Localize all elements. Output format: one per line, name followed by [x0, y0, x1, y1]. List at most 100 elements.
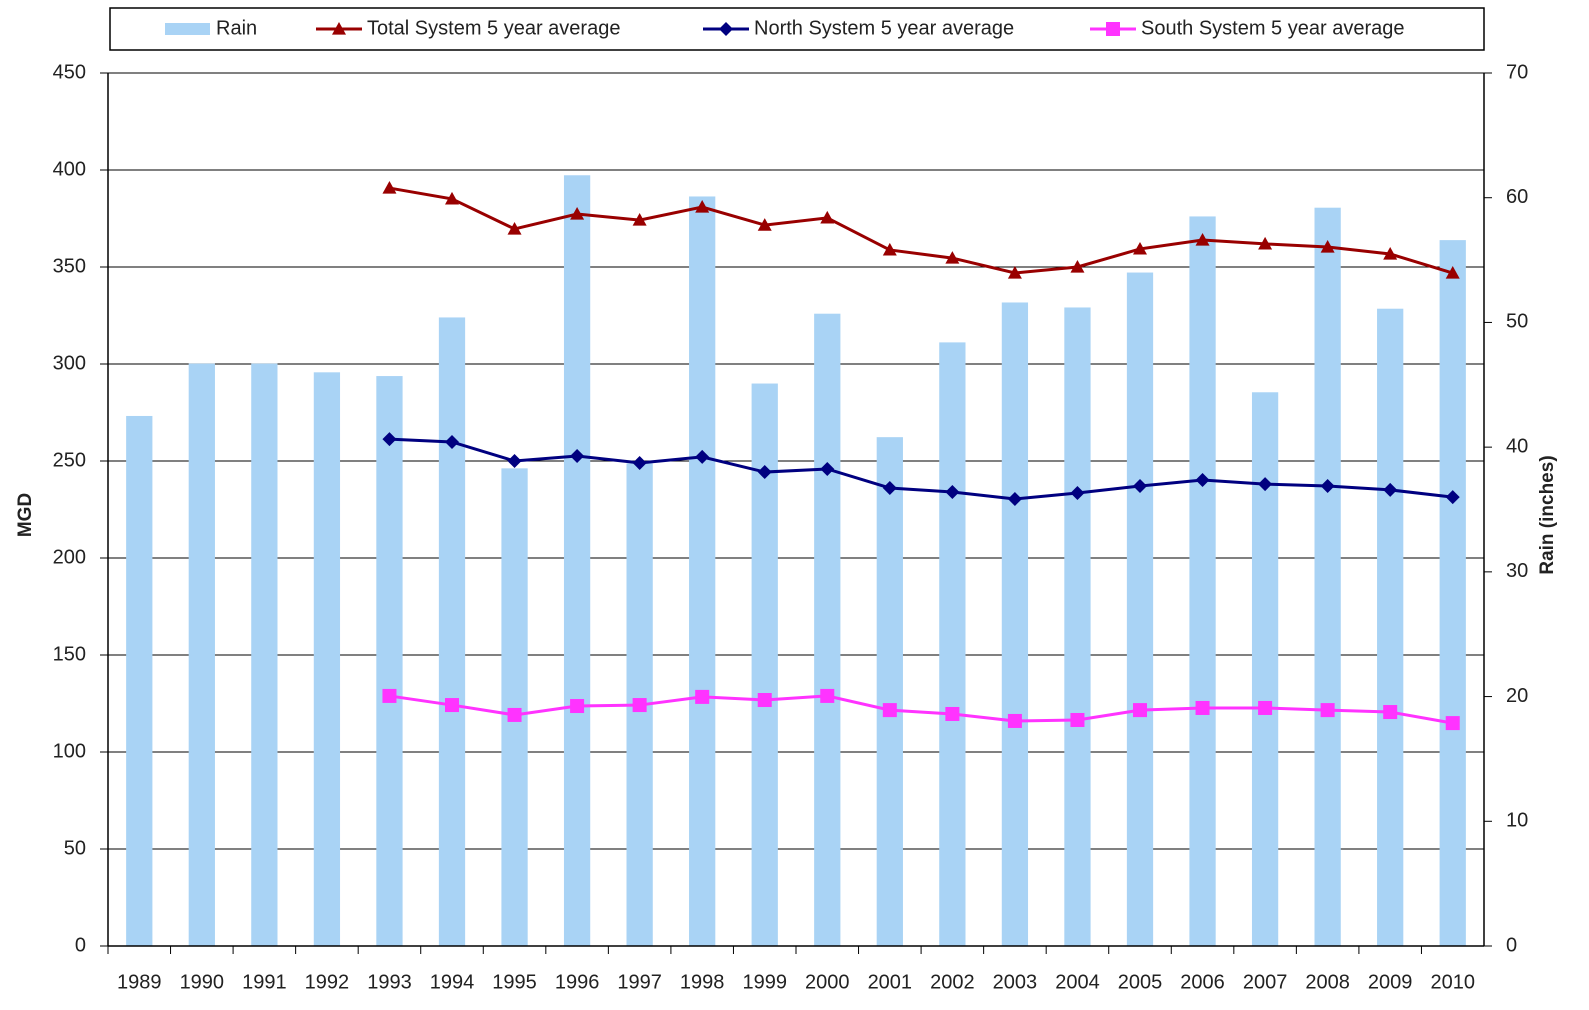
point — [1007, 492, 1022, 507]
point — [1195, 473, 1210, 488]
y-tick-label: 400 — [53, 158, 86, 180]
x-tick-label: 1992 — [305, 971, 350, 993]
x-tick-label: 2005 — [1118, 971, 1163, 993]
x-tick-label: 2007 — [1243, 971, 1288, 993]
bar — [1251, 392, 1279, 947]
point — [1258, 477, 1273, 492]
point — [1258, 700, 1273, 715]
y2-tick-label: 40 — [1506, 435, 1528, 457]
point — [1070, 260, 1085, 273]
y-tick-label: 150 — [53, 643, 86, 665]
x-tick-label: 1997 — [617, 971, 662, 993]
x-tick-label: 1995 — [492, 971, 537, 993]
bar — [126, 415, 153, 946]
y-tick-label: 50 — [64, 837, 86, 859]
y-tick-label: 450 — [53, 61, 86, 83]
legend-swatch — [165, 23, 210, 35]
point — [945, 706, 960, 721]
point — [382, 688, 397, 703]
y2-tick-label: 20 — [1506, 685, 1528, 707]
point — [382, 432, 397, 447]
point — [820, 461, 835, 476]
bar — [1439, 240, 1466, 947]
point — [1070, 712, 1085, 727]
point — [382, 181, 397, 194]
point — [445, 698, 459, 713]
x-tick-label: 2002 — [930, 971, 975, 993]
point — [445, 191, 459, 205]
bar — [1001, 302, 1029, 947]
bar — [1314, 207, 1341, 947]
y2-tick-label: 70 — [1506, 61, 1528, 83]
y-tick-label: 200 — [53, 546, 86, 568]
y2-tick-label: 30 — [1506, 560, 1528, 582]
point — [882, 703, 897, 718]
point — [1445, 716, 1460, 731]
point — [1070, 486, 1085, 501]
legend-marker — [719, 22, 733, 36]
legend-marker — [332, 22, 346, 35]
y2-tick-label: 60 — [1506, 186, 1528, 208]
bar — [1189, 216, 1216, 946]
x-tick-label: 2010 — [1430, 971, 1475, 993]
point — [695, 689, 710, 704]
legend-label: Total System 5 year average — [367, 17, 620, 39]
point — [695, 449, 710, 464]
series-line — [389, 694, 1453, 725]
point — [570, 699, 585, 714]
point — [820, 210, 835, 224]
x-tick-label: 1990 — [180, 971, 225, 993]
bar — [563, 175, 591, 946]
point — [1383, 247, 1398, 260]
point — [632, 698, 647, 713]
legend-label: South System 5 year average — [1141, 17, 1404, 39]
point — [1445, 490, 1460, 505]
point — [632, 455, 647, 470]
point — [1007, 266, 1022, 279]
x-tick-label: 1994 — [430, 971, 475, 993]
bar — [814, 313, 841, 946]
bar — [689, 196, 716, 946]
bar — [188, 363, 215, 946]
point — [1007, 713, 1022, 728]
point — [1258, 236, 1273, 250]
bar — [939, 342, 966, 947]
bar — [876, 437, 903, 946]
bar — [313, 372, 341, 946]
point — [820, 688, 835, 703]
point — [570, 207, 585, 220]
y2-tick-label: 10 — [1506, 810, 1528, 832]
y2-tick-label: 50 — [1506, 311, 1528, 333]
bar — [501, 468, 528, 946]
point — [757, 693, 772, 708]
x-tick-label: 1996 — [555, 971, 600, 993]
point — [1383, 482, 1398, 497]
point — [945, 251, 960, 264]
y-tick-label: 300 — [53, 352, 86, 374]
point — [882, 480, 897, 495]
x-tick-label: 2009 — [1368, 971, 1413, 993]
point — [1320, 479, 1335, 494]
point — [1195, 700, 1210, 715]
point — [445, 434, 459, 449]
point — [1320, 240, 1335, 253]
x-tick-label: 1998 — [680, 971, 725, 993]
point — [757, 465, 772, 480]
point — [1445, 266, 1460, 279]
x-tick-label: 1993 — [367, 971, 412, 993]
y-axis-title: MGD — [15, 493, 36, 537]
bar — [1377, 308, 1404, 947]
bar — [376, 376, 403, 946]
point — [757, 218, 772, 231]
x-tick-label: 2003 — [993, 971, 1038, 993]
point — [1195, 233, 1210, 246]
x-tick-label: 1999 — [742, 971, 787, 993]
point — [1383, 705, 1398, 720]
x-tick-label: 2008 — [1305, 971, 1350, 993]
y-tick-label: 100 — [53, 740, 86, 762]
x-tick-label: 1989 — [117, 971, 162, 993]
legend-marker — [1106, 22, 1120, 36]
point — [632, 213, 647, 226]
y-tick-label: 0 — [75, 934, 86, 956]
point — [507, 454, 522, 468]
